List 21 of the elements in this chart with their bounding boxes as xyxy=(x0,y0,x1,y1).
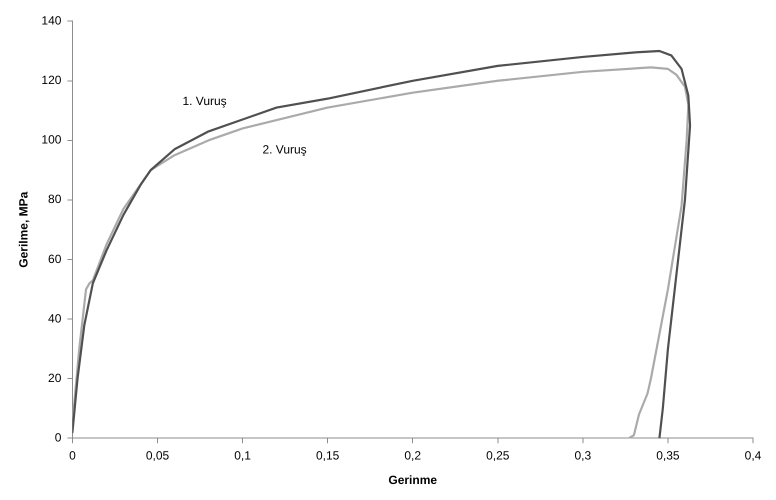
x-tick-label: 0 xyxy=(69,448,76,463)
x-tick-label: 0,2 xyxy=(404,448,422,463)
x-tick-label: 0,4 xyxy=(744,448,762,463)
y-tick-label: 40 xyxy=(48,311,62,326)
x-tick-label: 0,35 xyxy=(656,448,680,463)
y-tick-label: 120 xyxy=(41,73,62,88)
x-tick-label: 0,15 xyxy=(316,448,340,463)
x-tick-label: 0,05 xyxy=(146,448,170,463)
y-tick-label: 140 xyxy=(41,14,62,28)
y-tick-label: 0 xyxy=(54,430,62,445)
x-tick-label: 0,1 xyxy=(234,448,252,463)
y-tick-label: 100 xyxy=(41,132,62,147)
x-tick-label: 0,25 xyxy=(486,448,510,463)
y-axis-title: Gerilme, MPa xyxy=(16,191,31,268)
series-label: 2. Vuruş xyxy=(262,142,307,157)
y-tick-label: 20 xyxy=(48,370,62,385)
y-tick-label: 60 xyxy=(48,252,62,266)
y-tick-label: 80 xyxy=(48,192,62,206)
series-label: 1. Vuruş xyxy=(182,94,227,108)
x-axis-title: Gerinme xyxy=(388,473,438,488)
x-tick-label: 0,3 xyxy=(574,448,592,463)
